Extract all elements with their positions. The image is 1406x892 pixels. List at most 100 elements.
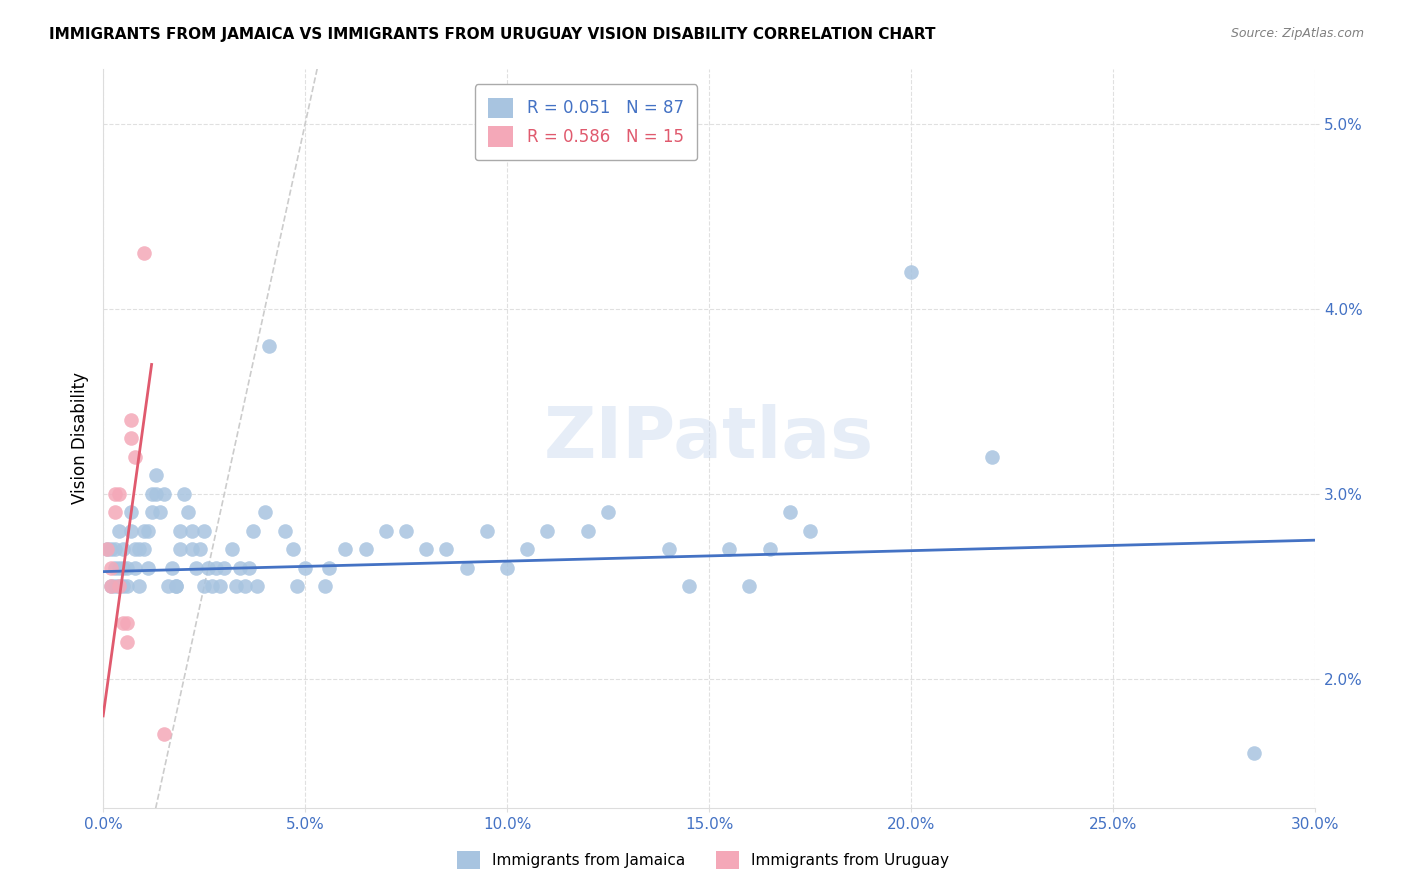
Point <box>117 579 139 593</box>
Point <box>314 579 336 593</box>
Point <box>120 524 142 538</box>
Point <box>285 579 308 593</box>
Point <box>596 505 619 519</box>
Point <box>165 579 187 593</box>
Point <box>242 524 264 538</box>
Point <box>136 561 159 575</box>
Point <box>100 542 122 557</box>
Point <box>678 579 700 593</box>
Point <box>758 542 780 557</box>
Point <box>456 561 478 575</box>
Point <box>124 542 146 557</box>
Point <box>152 727 174 741</box>
Point <box>152 487 174 501</box>
Point <box>132 246 155 260</box>
Point <box>104 505 127 519</box>
Point <box>980 450 1002 464</box>
Point <box>128 542 150 557</box>
Point <box>658 542 681 557</box>
Point <box>145 468 167 483</box>
Point <box>354 542 377 557</box>
Point <box>257 339 280 353</box>
Point <box>112 542 135 557</box>
Point <box>779 505 801 519</box>
Point <box>104 542 127 557</box>
Point <box>395 524 418 538</box>
Point <box>160 561 183 575</box>
Point <box>112 616 135 631</box>
Point <box>738 579 761 593</box>
Point <box>128 579 150 593</box>
Text: Source: ZipAtlas.com: Source: ZipAtlas.com <box>1230 27 1364 40</box>
Legend: Immigrants from Jamaica, Immigrants from Uruguay: Immigrants from Jamaica, Immigrants from… <box>451 845 955 875</box>
Point <box>100 579 122 593</box>
Point <box>253 505 276 519</box>
Point <box>318 561 340 575</box>
Point <box>536 524 558 538</box>
Point <box>120 505 142 519</box>
Point <box>108 561 131 575</box>
Point <box>221 542 243 557</box>
Point <box>188 542 211 557</box>
Point <box>104 561 127 575</box>
Point <box>104 487 127 501</box>
Text: IMMIGRANTS FROM JAMAICA VS IMMIGRANTS FROM URUGUAY VISION DISABILITY CORRELATION: IMMIGRANTS FROM JAMAICA VS IMMIGRANTS FR… <box>49 27 936 42</box>
Point <box>576 524 599 538</box>
Point <box>246 579 269 593</box>
Point <box>193 579 215 593</box>
Point <box>108 487 131 501</box>
Point <box>1243 746 1265 760</box>
Point <box>181 524 204 538</box>
Point <box>415 542 437 557</box>
Point <box>149 505 172 519</box>
Point <box>132 524 155 538</box>
Point <box>104 579 127 593</box>
Point <box>335 542 357 557</box>
Point <box>496 561 519 575</box>
Point <box>718 542 741 557</box>
Point <box>124 450 146 464</box>
Point <box>169 542 191 557</box>
Point <box>96 542 118 557</box>
Legend: R = 0.051   N = 87, R = 0.586   N = 15: R = 0.051 N = 87, R = 0.586 N = 15 <box>475 84 697 160</box>
Point <box>229 561 252 575</box>
Point <box>156 579 179 593</box>
Point <box>233 579 256 593</box>
Point <box>184 561 207 575</box>
Point <box>274 524 297 538</box>
Point <box>96 542 118 557</box>
Point <box>112 561 135 575</box>
Point <box>169 524 191 538</box>
Point <box>120 413 142 427</box>
Point <box>124 561 146 575</box>
Point <box>132 542 155 557</box>
Point <box>108 524 131 538</box>
Point <box>193 524 215 538</box>
Point <box>799 524 821 538</box>
Point <box>209 579 232 593</box>
Point <box>120 432 142 446</box>
Point <box>108 579 131 593</box>
Point <box>117 561 139 575</box>
Y-axis label: Vision Disability: Vision Disability <box>72 373 89 505</box>
Point <box>225 579 247 593</box>
Point <box>100 561 122 575</box>
Point <box>197 561 219 575</box>
Point <box>173 487 195 501</box>
Point <box>475 524 498 538</box>
Point <box>117 616 139 631</box>
Point <box>117 635 139 649</box>
Point <box>177 505 200 519</box>
Point <box>108 579 131 593</box>
Point <box>238 561 260 575</box>
Point <box>516 542 538 557</box>
Point <box>374 524 396 538</box>
Point <box>181 542 204 557</box>
Point <box>436 542 458 557</box>
Point <box>201 579 224 593</box>
Point <box>214 561 236 575</box>
Point <box>205 561 228 575</box>
Point <box>294 561 316 575</box>
Point <box>900 265 922 279</box>
Point <box>112 579 135 593</box>
